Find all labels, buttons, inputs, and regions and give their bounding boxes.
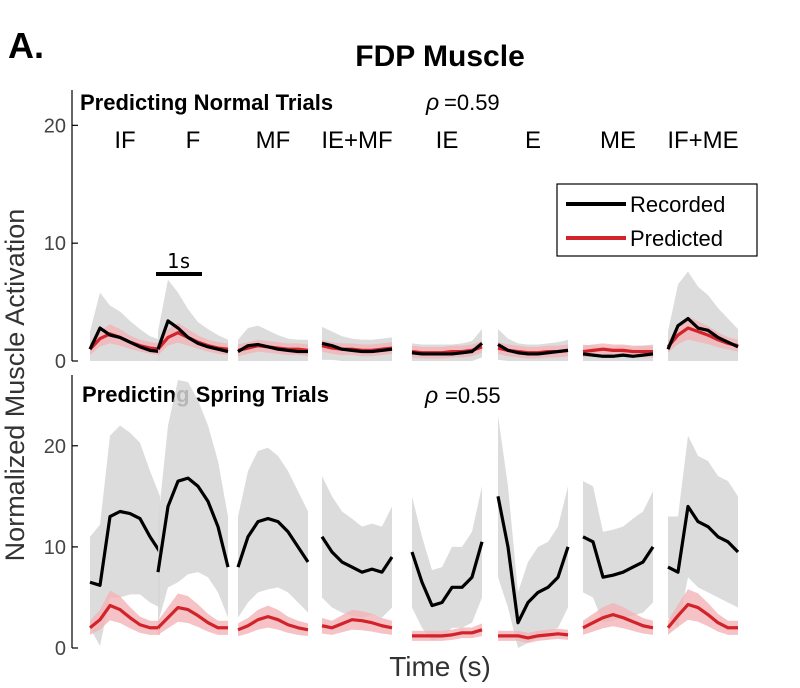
figure-title: FDP Muscle bbox=[355, 40, 525, 73]
recorded-band bbox=[583, 481, 653, 623]
recorded-line bbox=[236, 516, 310, 568]
legend: Recorded Predicted bbox=[556, 183, 758, 257]
y-tick-label: 10 bbox=[44, 233, 66, 255]
recorded-band bbox=[238, 447, 308, 618]
recorded-line bbox=[496, 496, 570, 625]
predicted-line bbox=[412, 628, 483, 638]
y-tick-label: 10 bbox=[44, 537, 66, 559]
panel-1: 0 10 20 IF F MF IE+MF IE E ME IF+ME bbox=[44, 90, 739, 373]
segment-MF bbox=[236, 447, 310, 637]
condition-label: MF bbox=[256, 127, 291, 154]
condition-label: IF+ME bbox=[667, 127, 738, 154]
predicted-line bbox=[321, 618, 393, 630]
condition-label: IE bbox=[436, 127, 459, 154]
predicted-band bbox=[238, 605, 308, 637]
condition-label: ME bbox=[600, 127, 636, 154]
predicted-line bbox=[582, 347, 653, 354]
panel2-rho-symbol: ρ bbox=[424, 382, 438, 408]
segment-E bbox=[496, 415, 570, 648]
recorded-line bbox=[89, 509, 162, 587]
panel1-rho-symbol: ρ bbox=[425, 89, 439, 115]
segment-E bbox=[497, 329, 569, 361]
segment-F bbox=[156, 279, 229, 361]
recorded-line bbox=[666, 316, 739, 350]
recorded-line bbox=[156, 476, 230, 573]
segment-IE bbox=[411, 329, 484, 361]
panel-letter: A. bbox=[8, 25, 44, 66]
segment-ME bbox=[582, 343, 654, 361]
recorded-line bbox=[320, 535, 394, 574]
predicted-band bbox=[322, 609, 392, 635]
y-axis-label: Normalized Muscle Activation bbox=[0, 209, 30, 562]
panel2-title: Predicting Spring Trials bbox=[82, 382, 329, 407]
predicted-line bbox=[88, 603, 160, 630]
y-tick-label: 20 bbox=[44, 436, 66, 458]
recorded-line bbox=[667, 504, 740, 574]
segment-IE+MF bbox=[320, 476, 394, 635]
predicted-line bbox=[666, 602, 738, 630]
predicted-band bbox=[498, 342, 568, 359]
segment-IE bbox=[410, 486, 484, 641]
panel2-rho-value: =0.55 bbox=[445, 383, 501, 408]
recorded-line bbox=[497, 343, 569, 356]
recorded-line bbox=[237, 342, 308, 354]
recorded-line bbox=[321, 341, 393, 354]
legend-box bbox=[556, 183, 758, 257]
recorded-line bbox=[582, 535, 655, 579]
predicted-line bbox=[498, 632, 569, 640]
recorded-band bbox=[90, 425, 160, 646]
panel-2: 0 10 20 bbox=[44, 375, 740, 660]
predicted-line bbox=[582, 613, 654, 630]
scale-bar-label: 1s bbox=[167, 249, 191, 273]
segment-F bbox=[156, 380, 230, 635]
y-tick-label: 0 bbox=[55, 351, 66, 373]
condition-label: E bbox=[525, 127, 541, 154]
recorded-band bbox=[498, 415, 568, 648]
recorded-band bbox=[322, 476, 392, 618]
recorded-band bbox=[412, 486, 482, 641]
panel1-rho-value: =0.59 bbox=[444, 90, 500, 115]
panel1-title: Predicting Normal Trials bbox=[80, 90, 333, 115]
predicted-band bbox=[583, 602, 653, 635]
x-axis-label: Time (s) bbox=[389, 651, 491, 682]
segment-IF+ME bbox=[666, 271, 739, 361]
segment-IF+ME bbox=[666, 435, 740, 635]
segment-IF bbox=[88, 292, 161, 361]
segment-IF bbox=[88, 425, 162, 646]
y-tick-label: 20 bbox=[44, 115, 66, 137]
condition-label: F bbox=[186, 127, 201, 154]
scale-bar: 1s bbox=[156, 249, 202, 276]
predicted-line bbox=[237, 615, 309, 632]
condition-label: IE+MF bbox=[321, 127, 392, 154]
segment-IE+MF bbox=[321, 326, 393, 361]
recorded-band bbox=[668, 435, 738, 628]
y-tick-label: 0 bbox=[55, 638, 66, 660]
segment-MF bbox=[237, 325, 309, 361]
condition-label: IF bbox=[114, 127, 135, 154]
predicted-line bbox=[156, 605, 228, 630]
segment-ME bbox=[582, 481, 655, 635]
recorded-line bbox=[411, 342, 484, 356]
legend-label-recorded: Recorded bbox=[630, 192, 725, 217]
legend-label-predicted: Predicted bbox=[630, 226, 723, 251]
recorded-band bbox=[158, 380, 228, 623]
recorded-line bbox=[88, 326, 161, 354]
recorded-line bbox=[156, 319, 229, 354]
recorded-line bbox=[582, 352, 654, 358]
recorded-line bbox=[410, 541, 484, 608]
